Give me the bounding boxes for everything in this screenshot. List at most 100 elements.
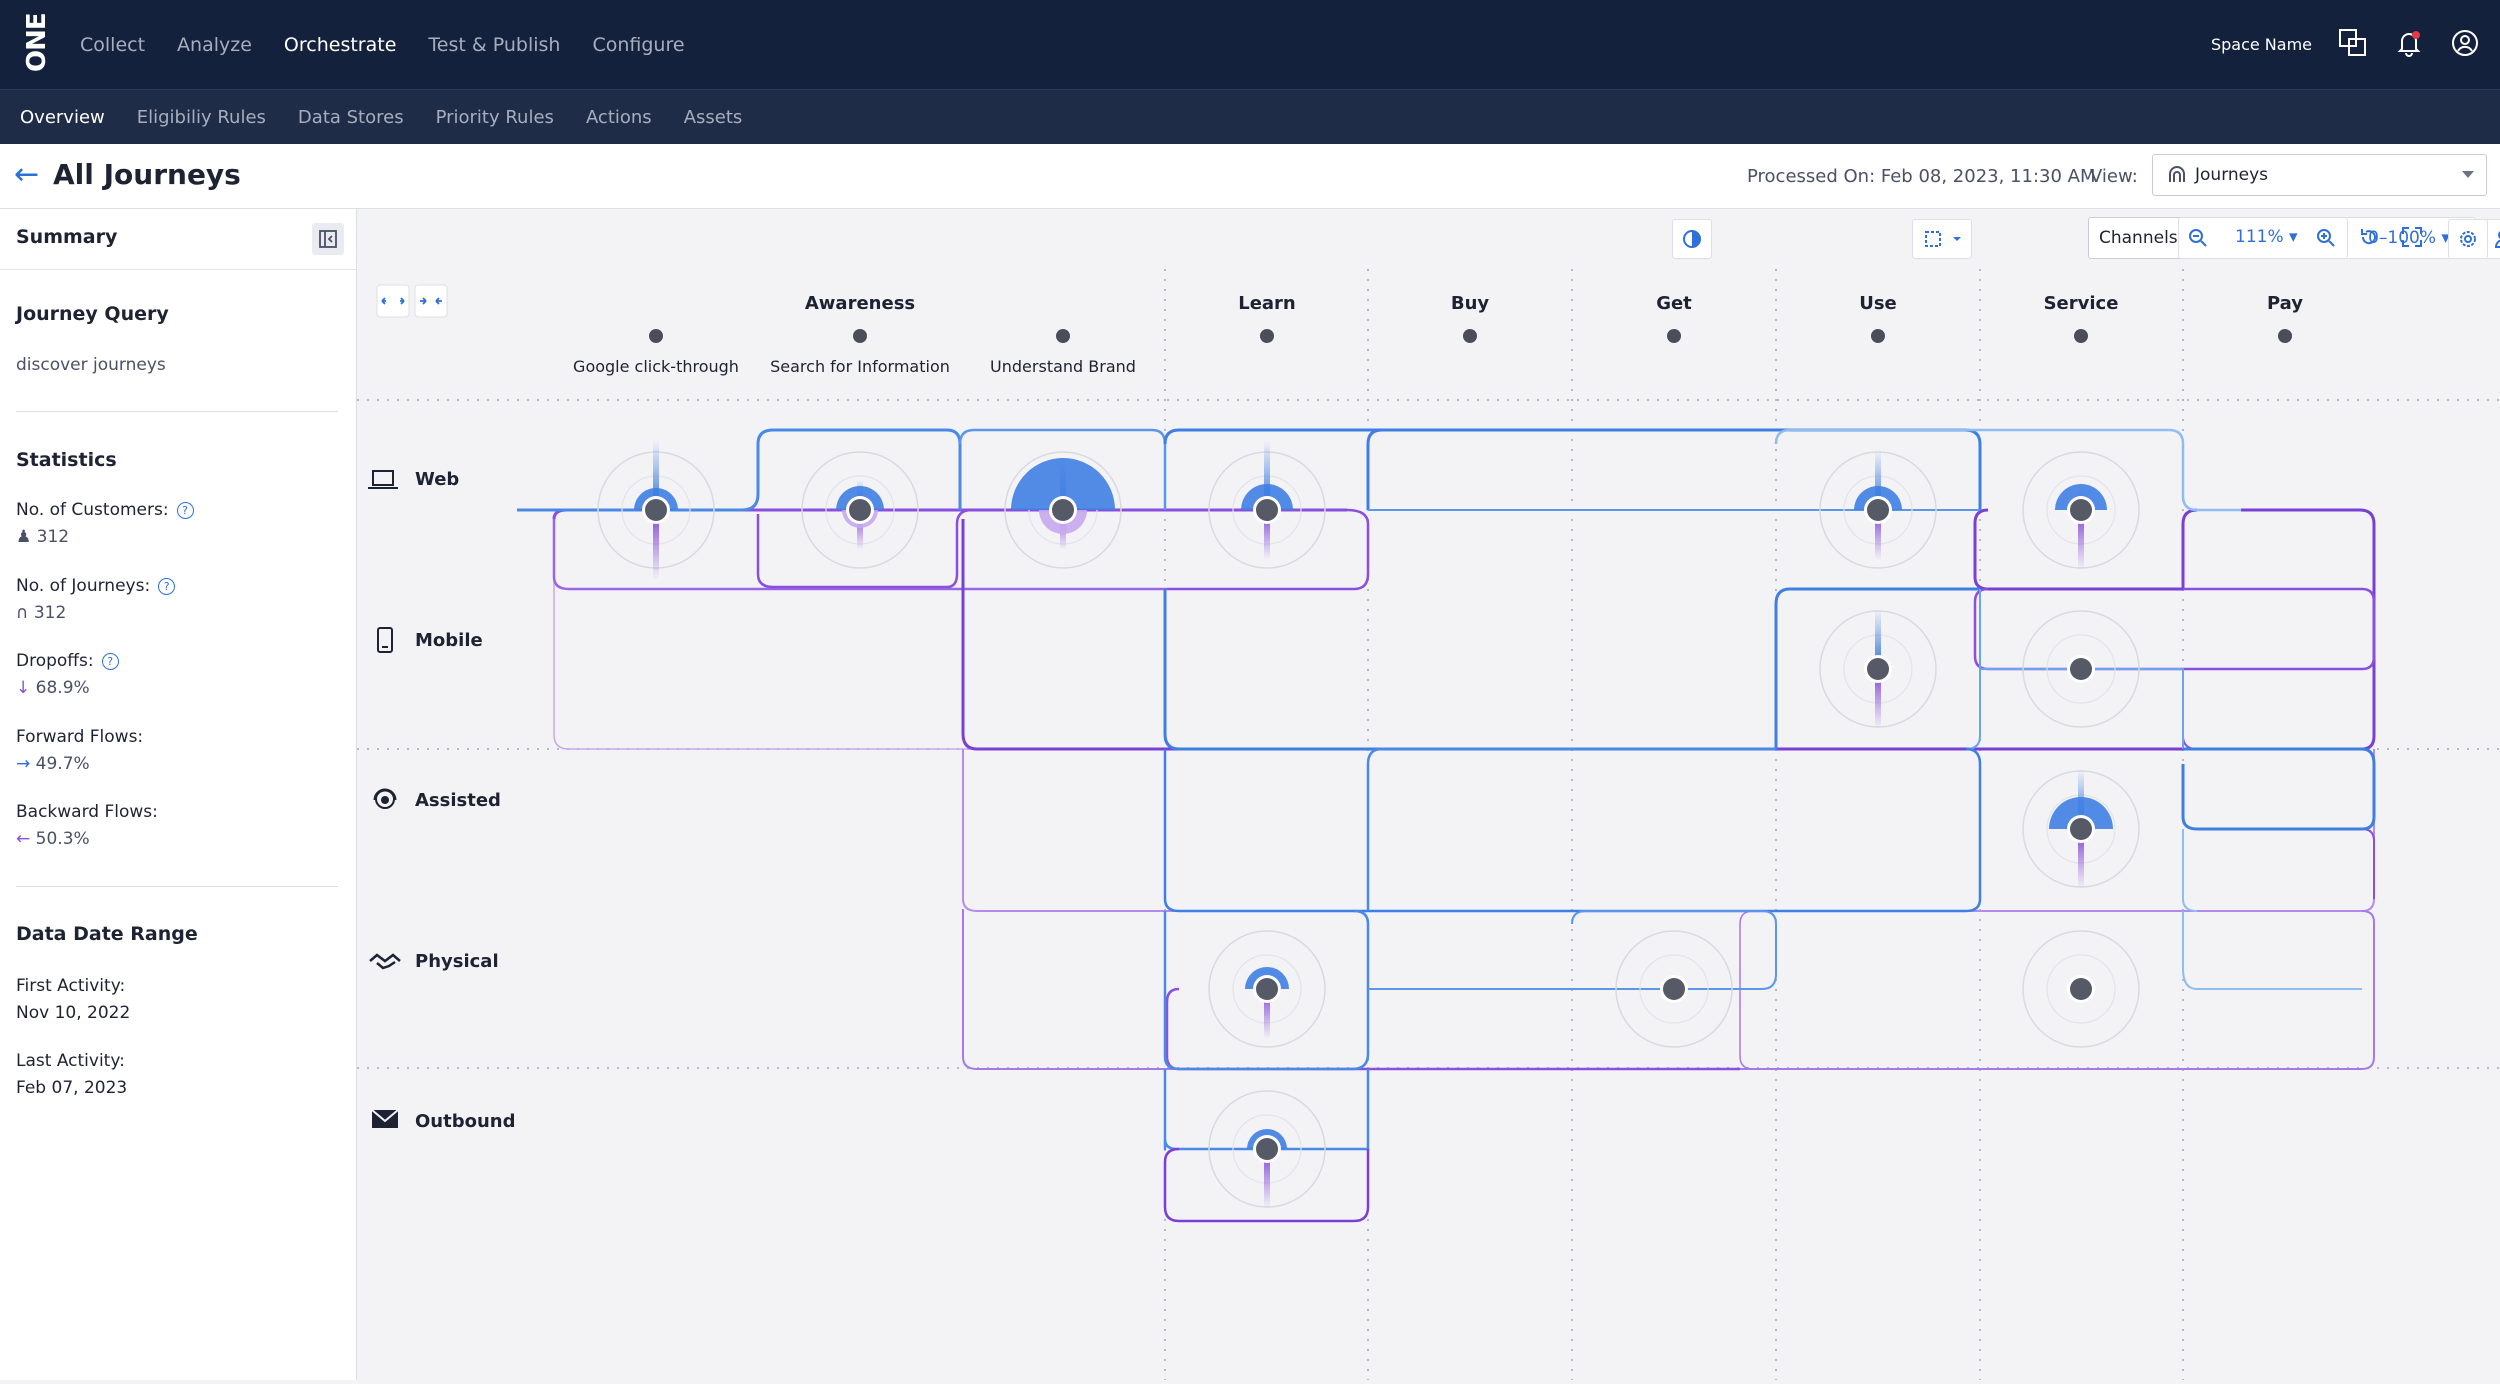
nav-configure[interactable]: Configure: [592, 33, 685, 56]
journey-node[interactable]: [801, 451, 919, 569]
journey-node[interactable]: [1004, 451, 1122, 569]
user-account-icon[interactable]: [2450, 28, 2480, 62]
flow-path[interactable]: [2182, 669, 2198, 750]
fullscreen-icon[interactable]: [2401, 226, 2423, 252]
nav-collect[interactable]: Collect: [80, 33, 146, 56]
axis-dot[interactable]: [1871, 329, 1885, 343]
journey-node[interactable]: [1819, 450, 1937, 569]
flow-path[interactable]: [553, 530, 1347, 750]
journeys-value-row: ∩ 312: [16, 603, 66, 623]
customers-stat: No. of Customers:?: [16, 500, 194, 520]
flow-path[interactable]: [961, 508, 2376, 751]
contrast-icon[interactable]: [1672, 219, 1712, 259]
axis-dot[interactable]: [1463, 329, 1477, 343]
subnav-actions[interactable]: Actions: [585, 106, 652, 128]
subnav-data-stores[interactable]: Data Stores: [297, 106, 404, 128]
flow-path[interactable]: [1165, 987, 1740, 1071]
journey-node[interactable]: [1208, 440, 1326, 569]
nav-analyze[interactable]: Analyze: [177, 33, 252, 56]
arrow-right-icon: →: [16, 754, 31, 774]
subnav-assets[interactable]: Assets: [683, 106, 743, 128]
flow-path[interactable]: [1973, 587, 2376, 671]
flow-path[interactable]: [1163, 747, 1982, 913]
flow-path[interactable]: [552, 519, 1167, 591]
zoom-controls: 111% ▾: [2178, 217, 2348, 259]
flow-path[interactable]: [2181, 747, 2376, 831]
flow-path[interactable]: [1774, 428, 2241, 512]
axis-dot[interactable]: [2278, 329, 2292, 343]
forward-flows-stat: Forward Flows:: [16, 727, 143, 747]
nav-orchestrate[interactable]: Orchestrate: [283, 33, 397, 56]
axis-dot[interactable]: [1056, 329, 1070, 343]
layout-toggle-icon[interactable]: [1912, 219, 1972, 259]
view-select[interactable]: Journeys: [2152, 154, 2487, 196]
divider: [16, 886, 338, 887]
flow-path[interactable]: [962, 909, 2375, 1070]
journey-node[interactable]: [2022, 769, 2140, 889]
forward-value: 49.7%: [35, 754, 90, 774]
channel-label-physical: Physical: [415, 951, 499, 972]
journey-node[interactable]: [2022, 451, 2140, 570]
axis-dot[interactable]: [853, 329, 867, 343]
stage-label-pay: Pay: [2267, 293, 2303, 314]
journey-map-svg[interactable]: Awareness Learn Buy Get Use Service Pay …: [357, 269, 2500, 1380]
chevron-down-icon: [2462, 171, 2474, 178]
notifications-bell-icon[interactable]: [2394, 28, 2424, 62]
subnav-eligibility-rules[interactable]: Eligibiliy Rules: [136, 106, 266, 128]
flow-path[interactable]: [1163, 1147, 1370, 1223]
channel-mobile: Mobile: [377, 627, 483, 653]
flow-path[interactable]: [2197, 828, 2375, 899]
envelope-icon: [371, 1109, 399, 1128]
flow-path[interactable]: [517, 428, 962, 512]
dropoffs-label: Dropoffs:: [16, 651, 94, 671]
channel-label-assisted: Assisted: [415, 790, 501, 811]
processed-on-text: Processed On: Feb 08, 2023, 11:30 AM: [1747, 166, 2096, 187]
journey-node[interactable]: [1208, 930, 1326, 1048]
axis-dot[interactable]: [2074, 329, 2088, 343]
space-name[interactable]: Space Name: [2210, 35, 2312, 54]
channel-label-mobile: Mobile: [415, 630, 483, 651]
journey-node[interactable]: [597, 440, 715, 580]
journey-node[interactable]: [1615, 930, 1733, 1048]
zoom-out-icon[interactable]: [2187, 227, 2209, 253]
reset-icon[interactable]: [2358, 226, 2380, 252]
zoom-level[interactable]: 111% ▾: [2235, 227, 2298, 247]
subnav-overview[interactable]: Overview: [20, 106, 105, 128]
backward-flows-stat: Backward Flows:: [16, 802, 158, 822]
top-nav: Collect Analyze Orchestrate Test & Publi…: [80, 0, 685, 89]
zoom-in-icon[interactable]: [2315, 227, 2337, 253]
journey-node[interactable]: [2022, 610, 2140, 728]
customers-label: No. of Customers:: [16, 500, 169, 520]
flow-path[interactable]: [2182, 829, 2362, 990]
view-select-value: Journeys: [2195, 165, 2269, 185]
nav-test-publish[interactable]: Test & Publish: [428, 33, 561, 56]
flow-path[interactable]: [1366, 747, 1776, 911]
row-separators: [357, 399, 2500, 1069]
axis-dot[interactable]: [1667, 329, 1681, 343]
collapse-stages-icon[interactable]: [414, 284, 448, 318]
journey-node[interactable]: [1819, 609, 1937, 729]
flow-path[interactable]: [1165, 508, 1370, 591]
subnav-priority-rules[interactable]: Priority Rules: [435, 106, 554, 128]
flow-path[interactable]: [962, 749, 2375, 912]
flow-path[interactable]: [756, 508, 1117, 589]
axis-dot[interactable]: [649, 329, 663, 343]
back-arrow-icon[interactable]: ←: [14, 157, 40, 192]
help-icon[interactable]: ?: [158, 577, 176, 595]
help-icon[interactable]: ?: [176, 501, 194, 519]
settings-gear-icon[interactable]: [2448, 219, 2488, 259]
column-separators: [1164, 269, 2184, 1380]
collapse-panel-icon[interactable]: [312, 223, 344, 255]
switch-space-icon[interactable]: [2338, 28, 2368, 62]
person-icon: ♟: [16, 527, 32, 547]
journey-node[interactable]: [2022, 930, 2140, 1048]
flow-path[interactable]: [1973, 508, 2198, 591]
top-right-actions: Space Name: [2211, 0, 2480, 89]
journey-node[interactable]: [1208, 1090, 1326, 1209]
app-logo[interactable]: ONE: [22, 13, 52, 72]
expand-stages-icon[interactable]: [376, 284, 410, 318]
axis-dot[interactable]: [1260, 329, 1274, 343]
help-icon[interactable]: ?: [101, 652, 119, 670]
flow-path[interactable]: [1366, 428, 1383, 510]
flow-path[interactable]: [1163, 909, 1370, 1071]
